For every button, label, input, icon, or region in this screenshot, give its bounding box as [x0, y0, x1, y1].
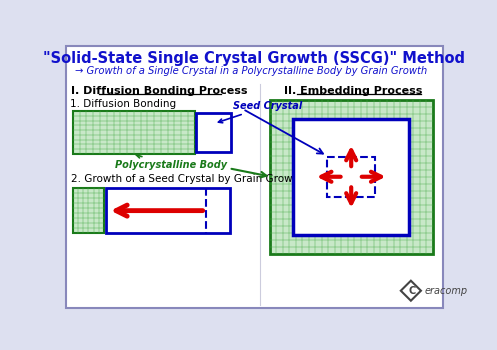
Bar: [270, 100, 432, 254]
Text: → Growth of a Single Crystal in a Polycrystalline Body by Grain Growth: → Growth of a Single Crystal in a Polycr…: [76, 66, 427, 76]
Text: "Solid-State Single Crystal Growth (SSCG)" Method: "Solid-State Single Crystal Growth (SSCG…: [43, 51, 465, 66]
Bar: [293, 119, 410, 234]
Text: Polycrystalline Body: Polycrystalline Body: [115, 154, 227, 170]
Text: eracomp: eracomp: [424, 287, 467, 296]
Bar: [294, 120, 409, 234]
Text: II. Embedding Process: II. Embedding Process: [284, 86, 422, 96]
Polygon shape: [401, 281, 421, 301]
Bar: [327, 157, 375, 197]
Text: I. Diffusion Bonding Process: I. Diffusion Bonding Process: [71, 86, 247, 96]
Bar: [196, 113, 231, 152]
Bar: [105, 188, 230, 233]
Bar: [73, 111, 195, 154]
Bar: [73, 188, 104, 233]
Text: 2. Growth of a Seed Crystal by Grain Growth: 2. Growth of a Seed Crystal by Grain Gro…: [72, 174, 304, 184]
Text: C: C: [408, 287, 415, 296]
Text: 1. Diffusion Bonding: 1. Diffusion Bonding: [70, 99, 175, 108]
Text: Seed Crystal: Seed Crystal: [218, 101, 302, 123]
